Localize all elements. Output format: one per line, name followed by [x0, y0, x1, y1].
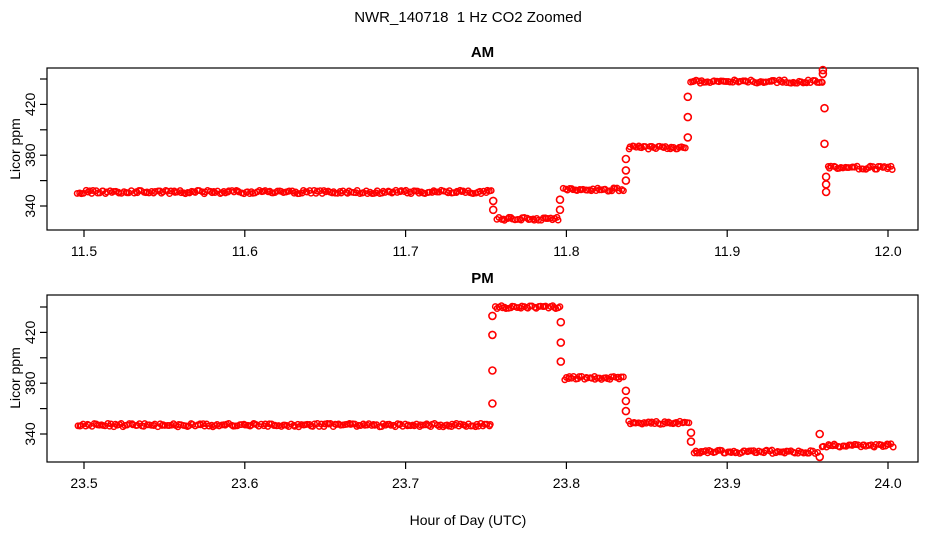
panel-am-y-tick-label: 380 — [22, 143, 38, 167]
panel-am-y-axis-label: Licor ppm — [7, 118, 23, 180]
panel-am-x-tick-label: 12.0 — [874, 243, 901, 259]
panel-pm-y-axis-label: Licor ppm — [7, 347, 23, 409]
panel-pm-x-tick-label: 23.7 — [392, 475, 419, 491]
panel-pm-y-tick-label: 340 — [22, 422, 38, 446]
panel-am: 11.5 11.6 11.7 11.8 11.9 12.0 340 380 420 — [22, 65, 919, 259]
panel-am-x-tick-label: 11.7 — [392, 243, 418, 259]
panel-pm-x-tick-label: 23.9 — [714, 475, 741, 491]
panel-am-title: AM — [470, 44, 495, 61]
panel-am-frame — [46, 67, 919, 231]
panel-pm-y-tick-label: 420 — [22, 321, 38, 345]
panel-am-x-tick-label: 11.8 — [553, 243, 579, 259]
figure-title: NWR_140718 1 Hz CO2 Zoomed — [354, 9, 582, 26]
panel-pm-x-tick-label: 24.0 — [874, 475, 901, 491]
panel-pm-y-tick-label: 380 — [22, 371, 38, 395]
panel-pm-x-tick-label: 23.8 — [553, 475, 580, 491]
panel-pm-title: PM — [471, 270, 494, 287]
panel-am-x-tick-label: 11.6 — [232, 243, 258, 259]
panel-pm-frame — [46, 294, 919, 463]
panel-pm-x-tick-label: 23.5 — [70, 475, 97, 491]
x-axis-label: Hour of Day (UTC) — [409, 512, 527, 528]
panel-pm: 23.5 23.6 23.7 23.8 23.9 24.0 340 380 420 — [22, 294, 919, 491]
panel-am-y-tick-label: 420 — [22, 93, 38, 117]
panel-pm-points — [74, 302, 897, 462]
panel-pm-x-tick-label: 23.6 — [231, 475, 258, 491]
panel-am-x-tick-label: 11.5 — [71, 243, 97, 259]
panel-am-x-tick-label: 11.9 — [714, 243, 740, 259]
panel-am-points — [73, 65, 896, 224]
panel-am-y-tick-label: 340 — [22, 194, 38, 218]
